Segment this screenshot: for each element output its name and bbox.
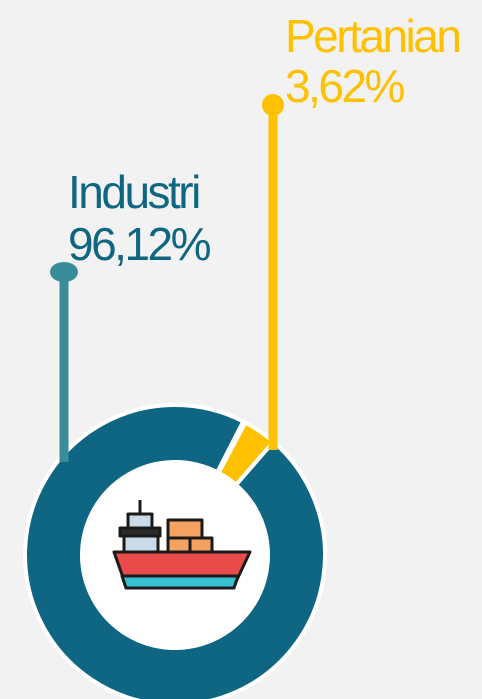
category-label: Industri [68, 166, 199, 218]
donut [23, 403, 327, 699]
leader-dot [262, 94, 284, 116]
ship-icon [112, 500, 252, 590]
value-label: 96,12% [68, 218, 211, 270]
value-label: 3,62% [285, 60, 405, 112]
leader-dot [50, 262, 78, 282]
category-label: Pertanian [285, 10, 459, 62]
